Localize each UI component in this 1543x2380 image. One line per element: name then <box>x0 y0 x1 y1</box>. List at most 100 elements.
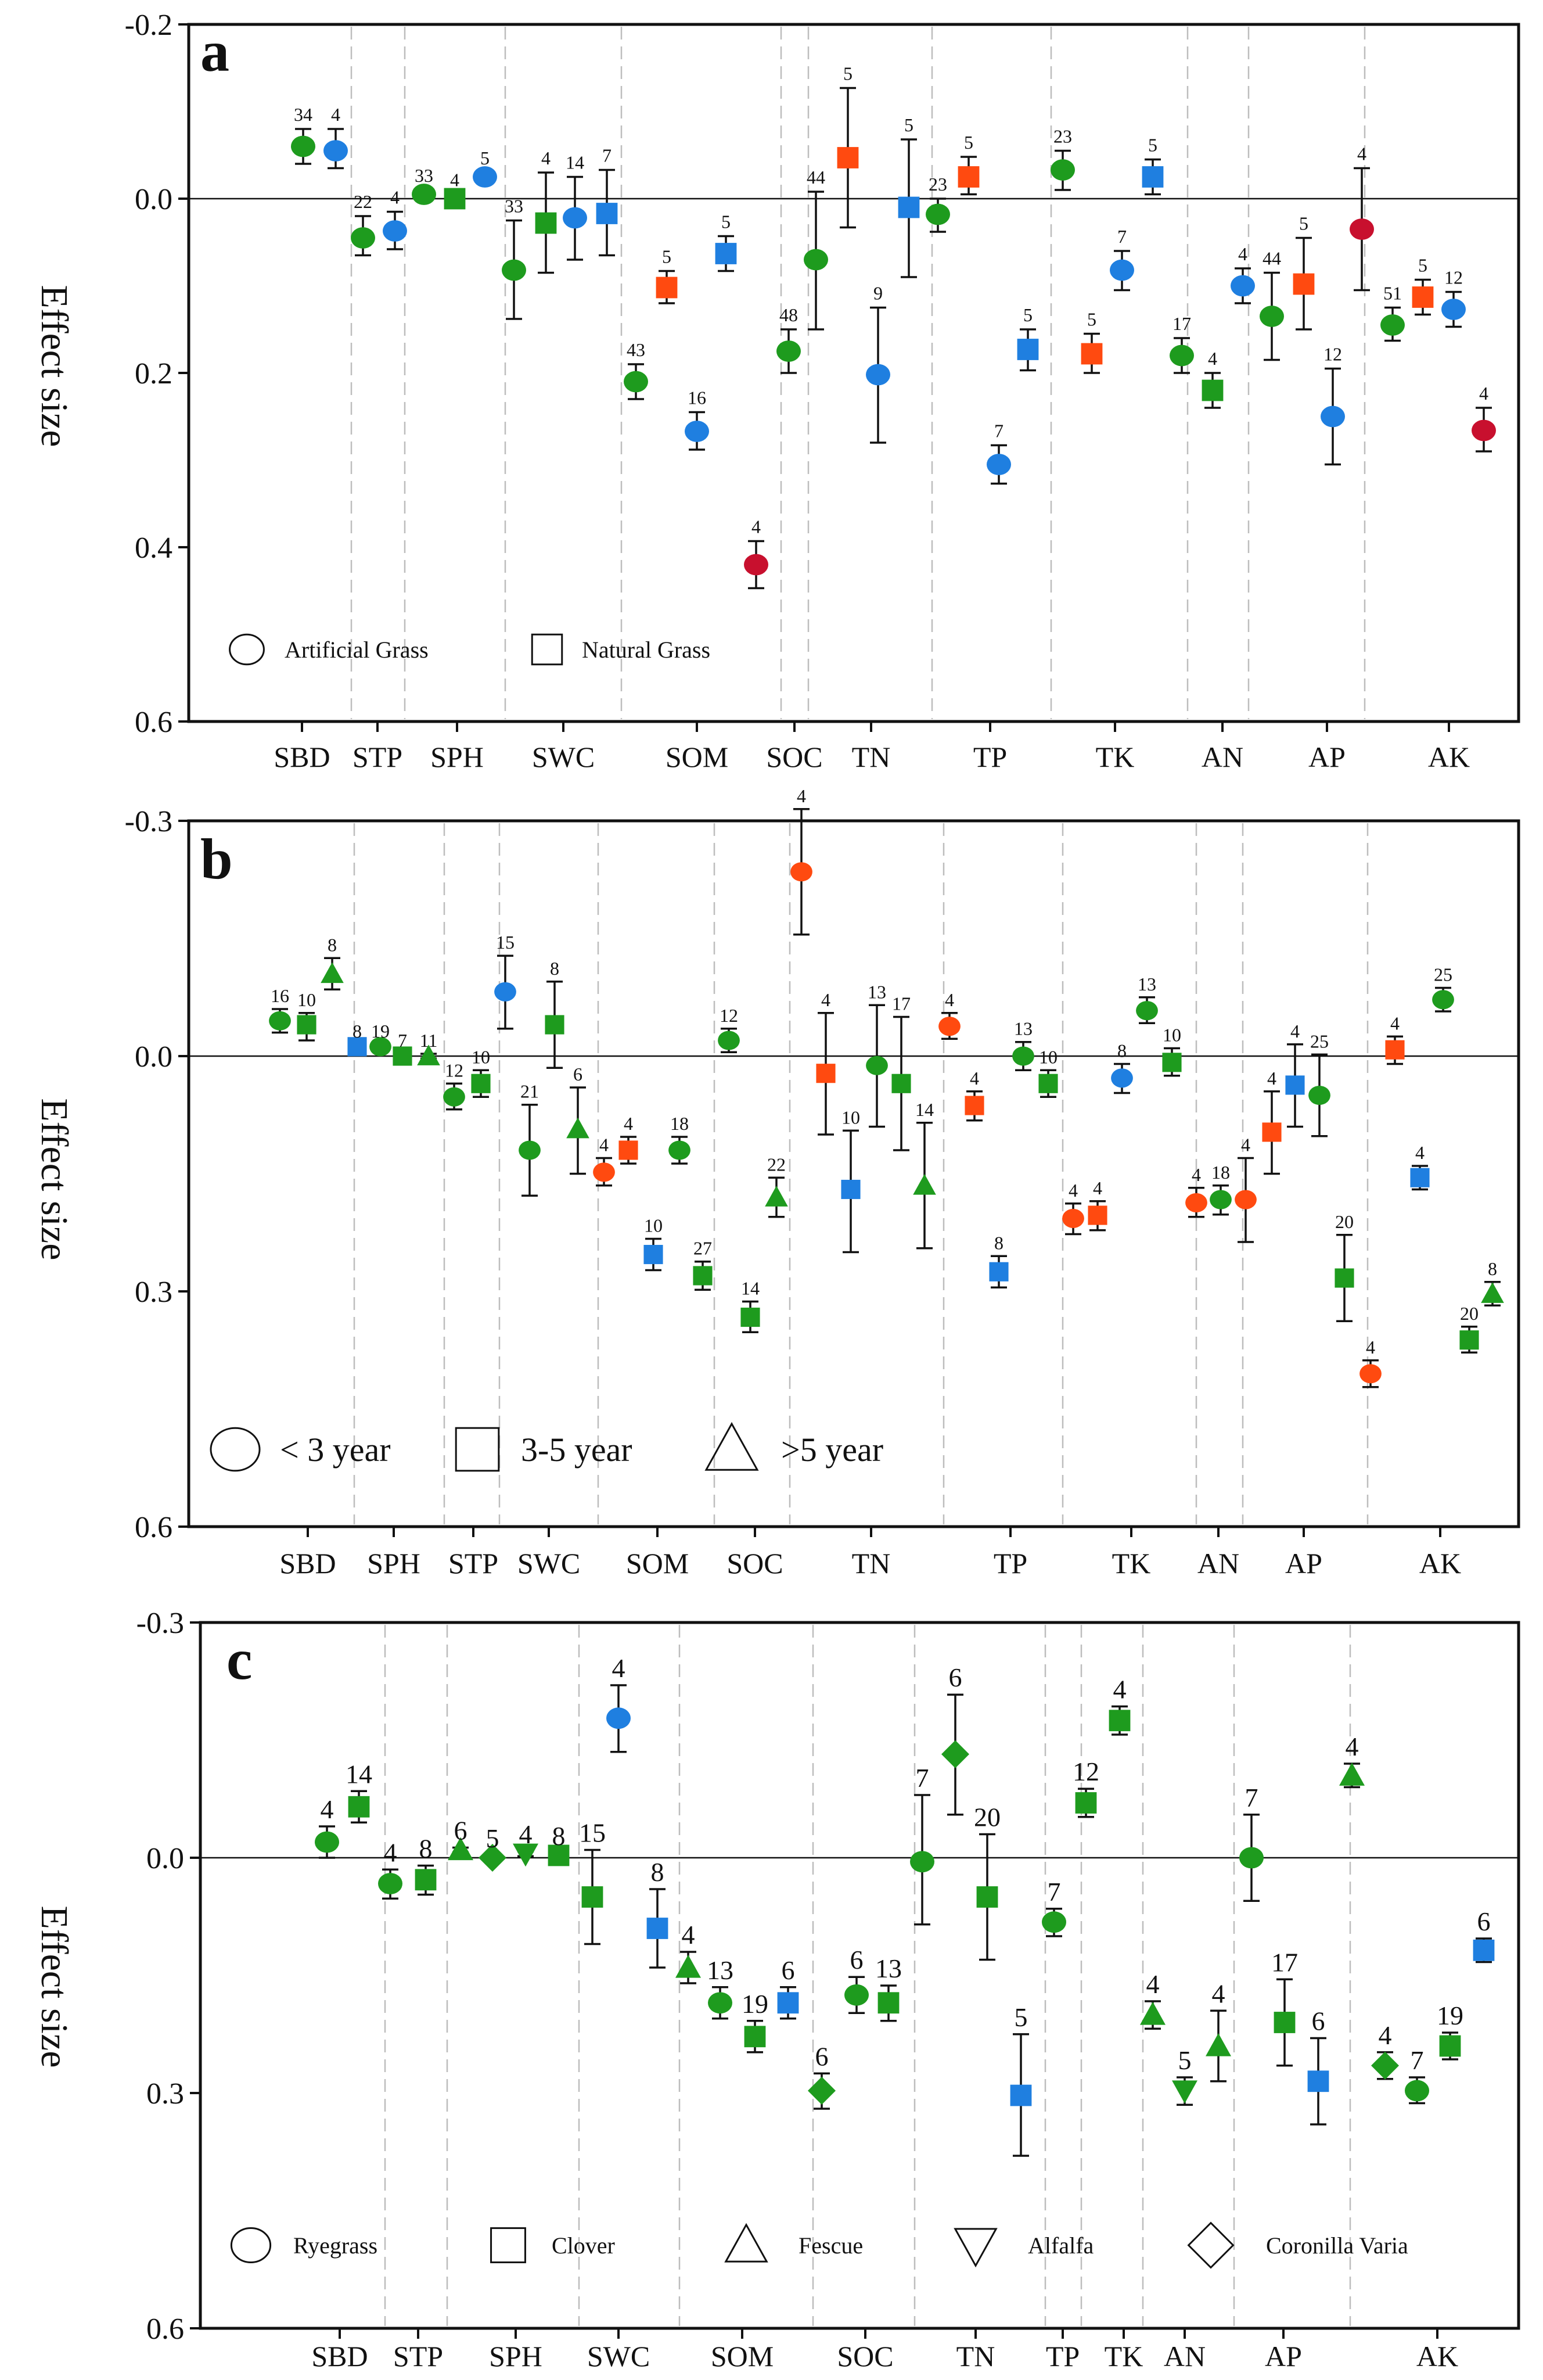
x-tick-label: TK <box>1105 2340 1143 2372</box>
data-point: 7 <box>1239 1783 1264 1902</box>
point-marker <box>989 1262 1009 1281</box>
data-point: 4 <box>816 989 836 1136</box>
legend-item: 3-5 year <box>455 1427 632 1472</box>
x-tick-label: AP <box>1285 1547 1322 1580</box>
point-marker <box>545 1015 564 1035</box>
point-marker <box>926 203 950 225</box>
point-marker <box>1380 314 1405 336</box>
point-marker <box>1371 2051 1399 2080</box>
sample-size-label: 10 <box>841 1107 860 1128</box>
sample-size-label: 4 <box>1390 1013 1400 1033</box>
y-axis-label: Effect size <box>33 1905 75 2067</box>
x-tick-label: TK <box>1112 1547 1151 1580</box>
point-marker <box>1210 1190 1232 1209</box>
data-point: 5 <box>1412 255 1434 316</box>
sample-size-label: 4 <box>1346 1732 1359 1761</box>
sample-size-label: 5 <box>1299 213 1308 234</box>
point-marker <box>1439 2035 1461 2057</box>
data-point: 25 <box>1308 1031 1330 1137</box>
point-marker <box>479 1844 506 1872</box>
x-tick-label: SOC <box>726 1547 783 1580</box>
point-marker <box>618 1140 638 1160</box>
sample-size-label: 4 <box>1479 383 1488 404</box>
x-tick-label: SBD <box>311 2340 368 2372</box>
point-marker <box>1075 1792 1097 1814</box>
data-point: 8 <box>989 1232 1009 1288</box>
x-tick-label: AN <box>1202 741 1243 773</box>
x-tick-label: STP <box>393 2340 443 2372</box>
sample-size-label: 10 <box>644 1215 663 1236</box>
sample-size-label: 8 <box>994 1232 1004 1253</box>
data-point: 4 <box>1385 1013 1405 1065</box>
data-point: 25 <box>1432 964 1454 1013</box>
legend-marker <box>531 633 563 666</box>
data-point: 7 <box>1042 1877 1066 1937</box>
point-marker <box>777 1992 799 2014</box>
sample-size-label: 13 <box>875 1954 902 1983</box>
data-point: 12 <box>1073 1757 1099 1818</box>
point-marker <box>1405 2080 1429 2102</box>
sample-size-label: 4 <box>751 516 761 537</box>
data-point: 5 <box>473 148 497 188</box>
point-marker <box>347 1037 367 1057</box>
point-marker <box>1239 1847 1264 1869</box>
point-marker <box>291 135 315 157</box>
sample-size-label: 4 <box>541 148 551 168</box>
sample-size-label: 6 <box>782 1955 795 1985</box>
data-point: 5 <box>898 114 920 278</box>
point-marker <box>1260 306 1284 327</box>
point-marker <box>415 1869 437 1891</box>
sample-size-label: 25 <box>1434 964 1452 985</box>
data-point: 12 <box>1321 344 1345 466</box>
sample-size-label: 8 <box>552 1821 566 1851</box>
data-point: 22 <box>351 191 375 257</box>
x-tick-label: SWC <box>587 2340 650 2372</box>
sample-size-label: 4 <box>1290 1021 1300 1042</box>
data-point: 4 <box>606 1653 631 1753</box>
data-point: 4 <box>1235 1135 1257 1243</box>
sample-size-label: 5 <box>964 132 973 153</box>
x-tick-label: TP <box>973 741 1007 773</box>
legend-label: 3-5 year <box>521 1431 632 1469</box>
data-point: 4 <box>513 1819 538 1867</box>
x-tick-label: AP <box>1265 2340 1302 2372</box>
data-point: 51 <box>1380 283 1405 342</box>
data-point: 4 <box>1140 1969 1166 2030</box>
point-marker <box>913 1173 936 1195</box>
point-marker <box>656 277 678 299</box>
point-marker <box>941 1740 969 1768</box>
sample-size-label: 5 <box>1015 2002 1028 2032</box>
sample-size-label: 15 <box>579 1818 606 1848</box>
sample-size-label: 5 <box>486 1823 499 1853</box>
panel-label: a <box>200 19 229 84</box>
point-marker <box>776 340 801 362</box>
data-point: 4 <box>323 104 348 170</box>
data-point: 4 <box>1339 1732 1365 1789</box>
x-tick-label: SOC <box>766 741 822 773</box>
point-marker <box>1206 2033 1231 2056</box>
y-tick-label: 0.0 <box>135 183 172 216</box>
point-marker <box>976 1886 998 1908</box>
point-marker <box>718 1031 740 1050</box>
data-point: 14 <box>346 1759 372 1823</box>
sample-size-label: 10 <box>297 989 316 1010</box>
point-marker <box>1231 275 1255 297</box>
point-marker <box>315 1831 339 1853</box>
sample-size-label: 20 <box>1460 1303 1479 1324</box>
point-marker <box>938 1017 961 1036</box>
y-axis-label: Effect size <box>33 1098 75 1260</box>
data-point: 16 <box>269 985 291 1034</box>
panel-a: -0.2 0.0 0.2 0.4 0.6 SBD STP SPH SWC SOM SOC TN TP TK… <box>33 9 1520 773</box>
sample-size-label: 4 <box>1238 243 1247 264</box>
sample-size-label: 4 <box>1208 348 1217 369</box>
point-marker <box>593 1162 615 1182</box>
data-point: 10 <box>643 1215 663 1272</box>
data-point: 5 <box>837 63 859 229</box>
legend-marker <box>229 633 265 666</box>
data-point: 7 <box>987 421 1011 485</box>
x-tick-label: TN <box>852 1547 891 1580</box>
data-point: 4 <box>938 989 961 1040</box>
sample-size-label: 33 <box>415 165 433 186</box>
point-marker <box>1109 1710 1131 1732</box>
point-marker <box>519 1140 541 1160</box>
